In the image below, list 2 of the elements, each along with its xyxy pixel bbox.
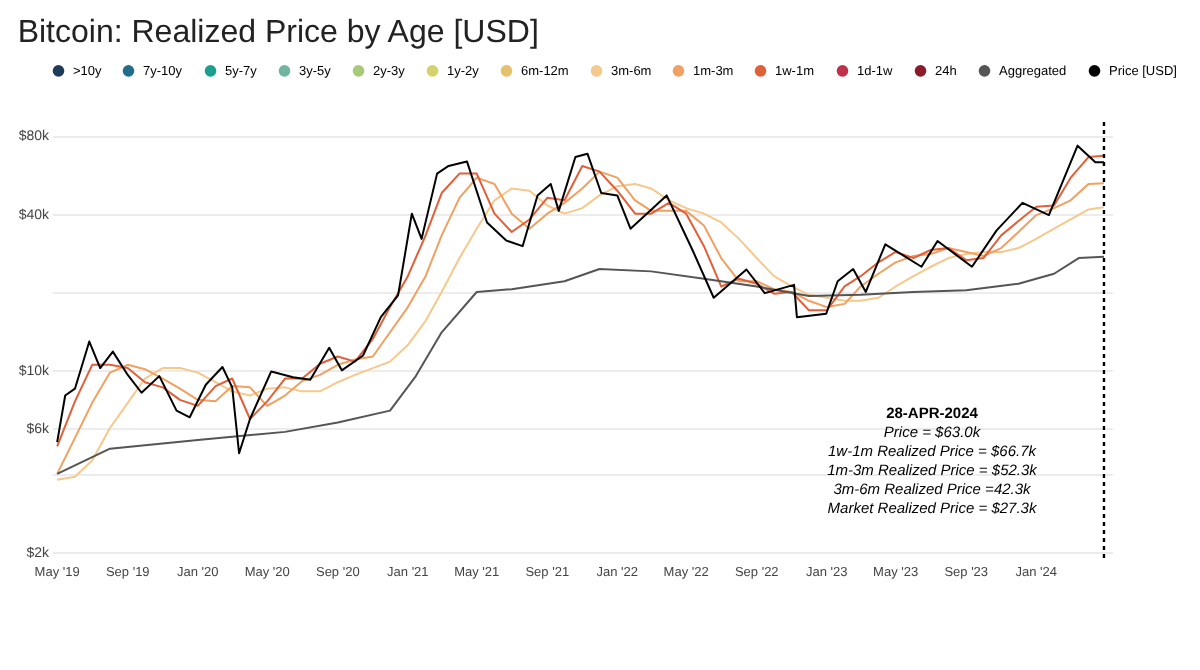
line-series [56,255,1105,475]
chart-title: Bitcoin: Realized Price by Age [USD] [17,16,539,50]
